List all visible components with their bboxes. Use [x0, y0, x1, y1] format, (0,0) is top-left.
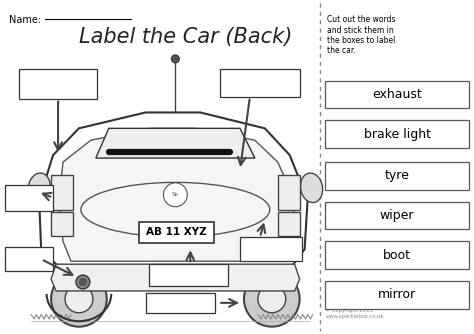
Text: tyre: tyre — [384, 169, 410, 182]
Text: Sᴇ: Sᴇ — [172, 192, 179, 197]
Bar — [326, 120, 469, 148]
Bar — [326, 281, 469, 309]
Circle shape — [79, 278, 87, 286]
Bar — [138, 221, 214, 243]
Text: wiper: wiper — [380, 209, 414, 222]
Bar — [278, 212, 300, 236]
Ellipse shape — [81, 182, 270, 237]
Bar — [220, 69, 300, 97]
Bar — [326, 162, 469, 190]
Text: exhaust: exhaust — [372, 88, 422, 101]
Ellipse shape — [28, 173, 50, 203]
Circle shape — [76, 275, 90, 289]
Text: Label the Car (Back): Label the Car (Back) — [79, 27, 292, 47]
Bar — [240, 237, 301, 261]
Bar — [51, 175, 73, 210]
Bar — [51, 212, 73, 236]
Circle shape — [172, 55, 179, 63]
Text: © Copyright 2011
www.sparklebox.co.uk: © Copyright 2011 www.sparklebox.co.uk — [326, 307, 384, 319]
Bar — [148, 264, 228, 286]
Bar — [5, 247, 53, 271]
Bar — [19, 69, 97, 99]
Polygon shape — [59, 128, 295, 261]
Bar — [5, 185, 53, 211]
Bar — [146, 293, 215, 313]
Text: mirror: mirror — [378, 289, 416, 301]
Circle shape — [164, 183, 187, 207]
Polygon shape — [51, 264, 300, 291]
Text: Cut out the words
and stick them in
the boxes to label
the car.: Cut out the words and stick them in the … — [328, 15, 396, 55]
Bar — [278, 175, 300, 210]
Circle shape — [51, 271, 107, 327]
Circle shape — [244, 271, 300, 327]
Text: boot: boot — [383, 249, 411, 262]
Text: AB 11 XYZ: AB 11 XYZ — [146, 227, 207, 237]
Bar — [326, 202, 469, 229]
Text: Name:: Name: — [9, 15, 41, 25]
Circle shape — [258, 285, 286, 313]
Circle shape — [65, 285, 93, 313]
Bar — [326, 241, 469, 269]
Polygon shape — [39, 113, 308, 269]
Bar — [326, 81, 469, 109]
Ellipse shape — [301, 173, 323, 203]
Polygon shape — [96, 128, 255, 158]
Text: brake light: brake light — [364, 128, 430, 141]
